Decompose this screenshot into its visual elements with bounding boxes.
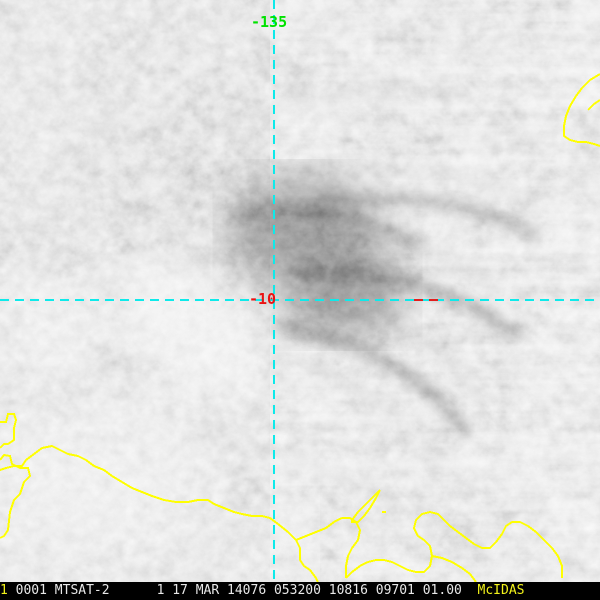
status-field-1: 10816 (328, 583, 368, 598)
coast-northeast-spur (587, 99, 600, 111)
status-space-4 (164, 582, 172, 600)
latitude-gridline (0, 299, 600, 301)
coast-northeast (563, 73, 600, 147)
coast-landmass-north (0, 444, 243, 515)
status-satellite-name: MTSAT-2 (54, 583, 110, 598)
coastline-overlay (0, 73, 600, 582)
status-brand: McIDAS (477, 583, 525, 598)
status-image-number: 0001 (15, 583, 47, 598)
status-space-7 (266, 582, 274, 600)
status-space-6 (219, 582, 227, 600)
status-month: MAR (195, 583, 220, 598)
status-space-11 (462, 582, 478, 600)
status-space-8 (321, 582, 329, 600)
status-time: 053200 (273, 583, 321, 598)
latitude-label: -10 (249, 290, 277, 308)
coast-landmass-east (345, 510, 563, 579)
status-space-2 (47, 582, 55, 600)
coast-island-nw (0, 413, 18, 449)
status-field-2: 09701 (375, 583, 415, 598)
status-space-1 (8, 582, 16, 600)
status-space-5 (188, 582, 196, 600)
status-bar: 1 0001 MTSAT-2 1 17 MAR 14076 053200 108… (0, 582, 600, 600)
satellite-image-canvas: -135 -10 (0, 0, 600, 582)
status-space-9 (368, 582, 376, 600)
status-day: 17 (172, 583, 188, 598)
status-julian-date: 14076 (227, 583, 267, 598)
coast-bay-center (295, 517, 362, 578)
status-space-10 (415, 582, 423, 600)
status-space-3 (110, 582, 157, 600)
coast-sliver-island (351, 489, 381, 523)
coast-landmass-west (0, 453, 32, 539)
coast-east-spur (431, 555, 477, 582)
cloud-imagery (0, 0, 600, 582)
status-band: 1 (156, 583, 165, 598)
longitude-label: -135 (251, 13, 288, 31)
coast-peninsula-center (241, 513, 319, 582)
status-frame-number: 1 (0, 583, 8, 598)
status-resolution: 01.00 (422, 583, 462, 598)
longitude-gridline (273, 0, 275, 582)
latitude-gridline-marker (414, 299, 438, 301)
